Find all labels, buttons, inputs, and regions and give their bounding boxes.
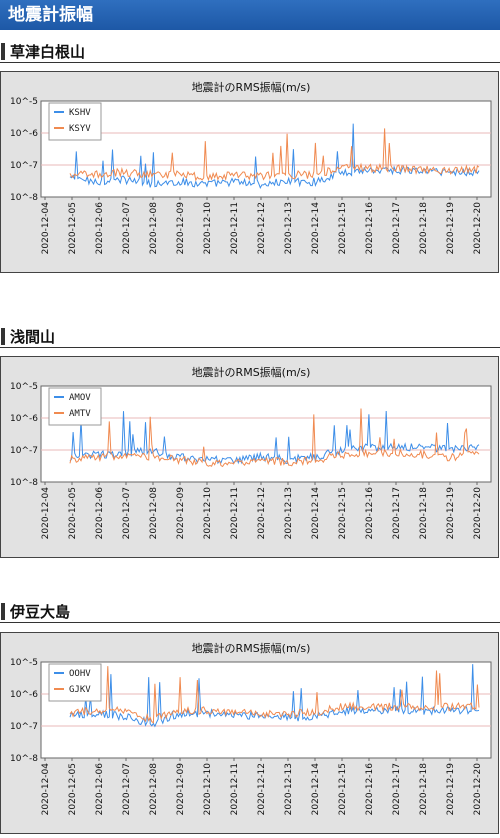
x-tick-label: 2020-12-16 (365, 763, 375, 816)
x-tick-label: 2020-12-07 (122, 202, 132, 254)
y-tick-label: 10^-8 (10, 478, 38, 488)
legend-box (48, 387, 102, 426)
plot-area (40, 385, 492, 483)
x-tick-label: 2020-12-15 (338, 202, 348, 254)
series-line-gjkv (69, 666, 480, 724)
x-tick-label: 2020-12-11 (230, 487, 240, 539)
x-tick-label: 2020-12-05 (68, 202, 78, 254)
x-tick-label: 2020-12-12 (257, 763, 267, 815)
section-heading-asama: 浅間山 (0, 326, 500, 348)
x-tick-label: 2020-12-05 (68, 487, 78, 539)
x-tick-label: 2020-12-04 (41, 202, 51, 255)
x-tick-label: 2020-12-09 (176, 763, 186, 816)
x-tick-label: 2020-12-08 (149, 487, 159, 540)
x-tick-label: 2020-12-19 (446, 202, 456, 255)
legend-box (48, 663, 102, 702)
section-heading-kusatsu: 草津白根山 (0, 41, 500, 63)
x-tick-label: 2020-12-08 (149, 763, 159, 816)
legend-box (48, 102, 102, 141)
x-tick-label: 2020-12-06 (95, 202, 105, 255)
series-line-kshv (69, 123, 480, 190)
x-tick-label: 2020-12-19 (446, 487, 456, 540)
chart-title: 地震計のRMS振幅(m/s) (192, 641, 311, 655)
x-tick-label: 2020-12-16 (365, 487, 375, 540)
x-tick-label: 2020-12-19 (446, 763, 456, 816)
x-tick-label: 2020-12-18 (419, 487, 429, 540)
x-tick-label: 2020-12-20 (473, 487, 483, 540)
chart-panel-kusatsu: 地震計のRMS振幅(m/s) 10^-5 10^-6 10^-7 10^-8 2020-1… (0, 71, 499, 273)
x-tick-label: 2020-12-13 (284, 202, 294, 254)
x-tick-label: 2020-12-06 (95, 487, 105, 540)
chart-panel-izu-oshima: 地震計のRMS振幅(m/s) 10^-5 10^-6 10^-7 10^-8 2020-1… (0, 632, 499, 834)
x-tick-label: 2020-12-14 (311, 487, 321, 540)
seismometer-chart-asama: 地震計のRMS振幅(m/s)10^-510^-610^-710^-82020-1… (10, 365, 492, 540)
seismometer-chart-izu-oshima: 地震計のRMS振幅(m/s)10^-510^-610^-710^-82020-1… (10, 641, 492, 816)
x-tick-label: 2020-12-04 (41, 487, 51, 540)
x-tick-label: 2020-12-15 (338, 763, 348, 815)
x-tick-label: 2020-12-12 (257, 202, 267, 254)
x-tick-label: 2020-12-20 (473, 763, 483, 816)
x-tick-label: 2020-12-10 (203, 202, 213, 255)
x-tick-label: 2020-12-14 (311, 202, 321, 255)
x-tick-label: 2020-12-17 (392, 487, 402, 539)
x-tick-label: 2020-12-12 (257, 487, 267, 539)
x-tick-label: 2020-12-17 (392, 763, 402, 815)
x-tick-label: 2020-12-07 (122, 487, 132, 539)
legend: OOHV GJKV (48, 663, 102, 702)
chart-panel-asama: 地震計のRMS振幅(m/s) 10^-5 10^-6 10^-7 10^-8 2020-1… (0, 356, 499, 558)
y-tick-label: 10^-5 (10, 658, 38, 668)
x-tick-label: 2020-12-05 (68, 763, 78, 815)
x-tick-label: 2020-12-07 (122, 763, 132, 815)
x-tick-label: 2020-12-08 (149, 202, 159, 255)
x-tick-label: 2020-12-14 (311, 763, 321, 816)
x-tick-label: 2020-12-17 (392, 202, 402, 254)
x-tick-label: 2020-12-04 (41, 763, 51, 816)
y-tick-label: 10^-6 (10, 129, 38, 139)
y-tick-label: 10^-7 (10, 161, 38, 171)
x-tick-label: 2020-12-13 (284, 763, 294, 815)
x-tick-label: 2020-12-20 (473, 202, 483, 255)
series-line-oohv (69, 664, 480, 728)
y-tick-label: 10^-8 (10, 754, 38, 764)
x-tick-label: 2020-12-09 (176, 202, 186, 255)
x-tick-label: 2020-12-18 (419, 202, 429, 255)
series-line-ksyv (69, 128, 480, 182)
y-tick-label: 10^-5 (10, 97, 38, 107)
x-tick-label: 2020-12-18 (419, 763, 429, 816)
legend-label: KSYV (69, 124, 91, 134)
x-tick-label: 2020-12-16 (365, 202, 375, 255)
legend-label: GJKV (69, 685, 91, 695)
page-title: 地震計振幅 (0, 0, 500, 30)
y-tick-label: 10^-6 (10, 690, 38, 700)
x-tick-label: 2020-12-09 (176, 487, 186, 540)
y-tick-label: 10^-6 (10, 414, 38, 424)
x-tick-label: 2020-12-13 (284, 487, 294, 539)
chart-title: 地震計のRMS振幅(m/s) (192, 80, 311, 94)
x-tick-label: 2020-12-06 (95, 763, 105, 816)
seismometer-chart-kusatsu: 地震計のRMS振幅(m/s)10^-510^-610^-710^-82020-1… (10, 80, 492, 255)
x-tick-label: 2020-12-11 (230, 202, 240, 254)
y-tick-label: 10^-7 (10, 722, 38, 732)
legend-label: OOHV (69, 669, 91, 679)
legend: AMOV AMTV (48, 387, 102, 426)
x-tick-label: 2020-12-11 (230, 763, 240, 815)
chart-title: 地震計のRMS振幅(m/s) (192, 365, 311, 379)
x-tick-label: 2020-12-15 (338, 487, 348, 539)
y-tick-label: 10^-7 (10, 446, 38, 456)
series-line-amov (69, 410, 480, 465)
legend-label: KSHV (69, 108, 91, 118)
legend-label: AMOV (69, 393, 91, 403)
section-heading-izu-oshima: 伊豆大島 (0, 601, 500, 623)
legend-label: AMTV (69, 409, 91, 419)
series-line-amtv (69, 408, 480, 468)
x-tick-label: 2020-12-10 (203, 487, 213, 540)
plot-area (40, 100, 492, 198)
x-tick-label: 2020-12-10 (203, 763, 213, 816)
y-tick-label: 10^-8 (10, 193, 38, 203)
y-tick-label: 10^-5 (10, 382, 38, 392)
legend: KSHV KSYV (48, 102, 102, 141)
